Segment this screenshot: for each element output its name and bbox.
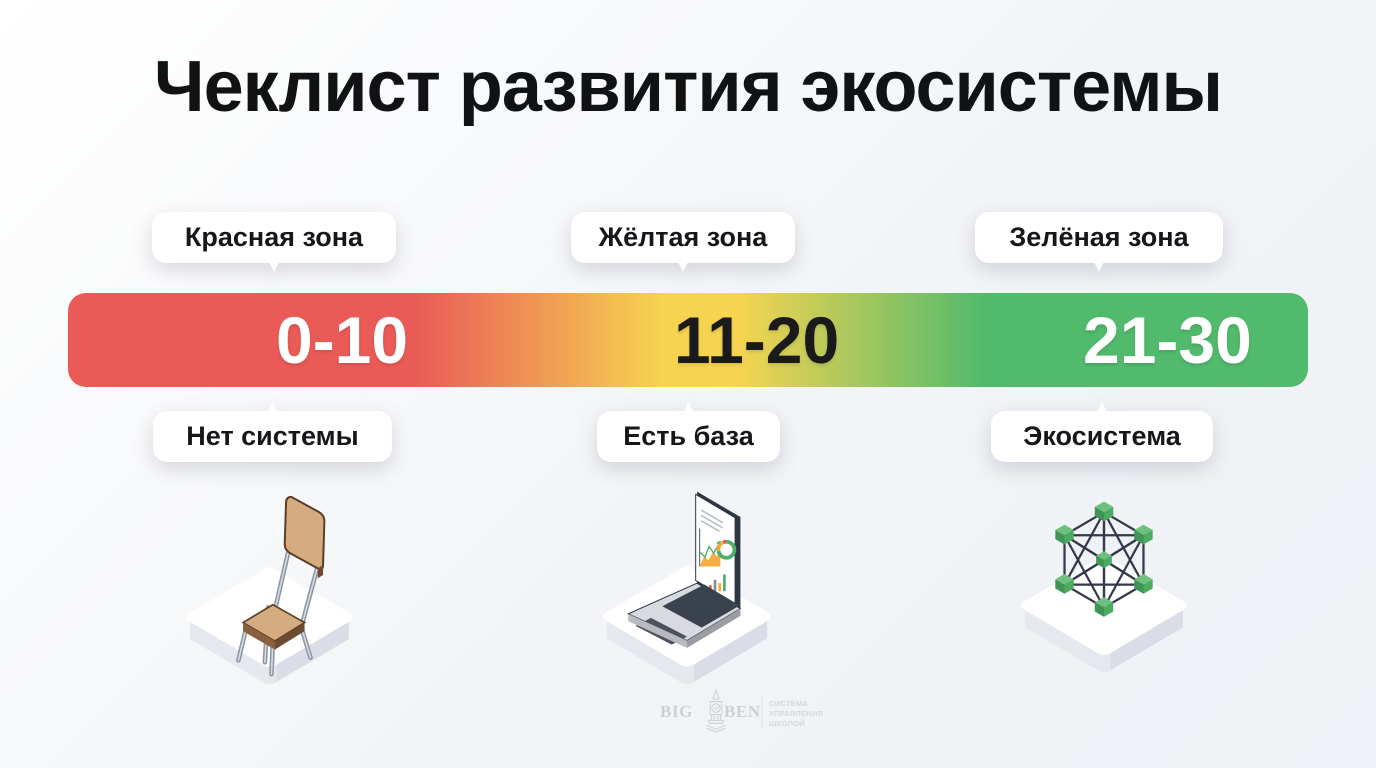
svg-text:BIG: BIG xyxy=(660,702,693,721)
svg-text:УПРАВЛЕНИЯ: УПРАВЛЕНИЯ xyxy=(769,709,823,718)
svg-text:СИСТЕМА: СИСТЕМА xyxy=(769,699,808,708)
svg-text:ШКОЛОЙ: ШКОЛОЙ xyxy=(769,719,805,728)
svg-text:BEN: BEN xyxy=(724,702,761,721)
